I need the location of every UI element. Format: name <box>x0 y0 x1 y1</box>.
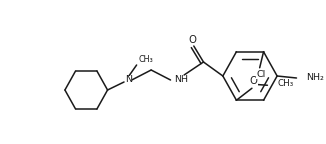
Text: Cl: Cl <box>256 70 265 79</box>
Text: CH₃: CH₃ <box>139 54 153 64</box>
Text: N: N <box>126 75 132 85</box>
Text: NH: NH <box>174 75 188 85</box>
Text: O: O <box>250 76 258 86</box>
Text: CH₃: CH₃ <box>277 79 293 88</box>
Text: O: O <box>189 35 197 45</box>
Text: NH₂: NH₂ <box>306 73 324 83</box>
